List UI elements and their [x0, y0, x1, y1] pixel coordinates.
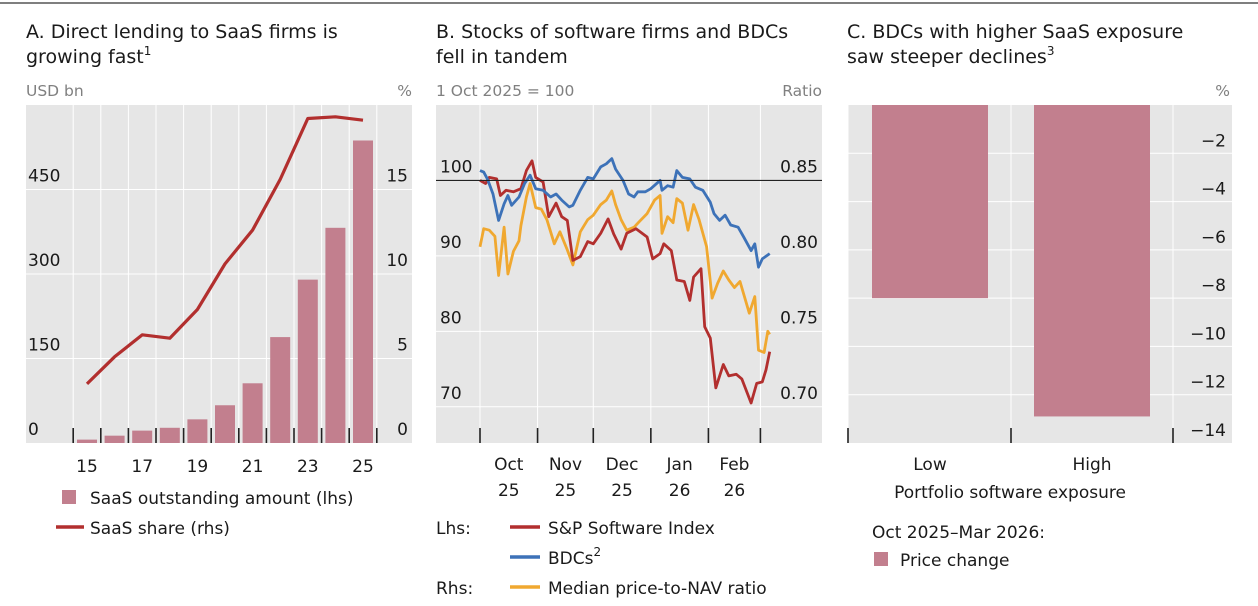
- panel-a-unit-left: USD bn: [26, 82, 84, 100]
- plot-area: [436, 105, 822, 443]
- legend-label-software-index: S&P Software Index: [548, 519, 715, 539]
- bar-saas-amount: [132, 430, 153, 443]
- y-tick-label-left: 0: [28, 420, 39, 440]
- line-bdcs: [479, 157, 771, 269]
- bar-saas-amount: [77, 439, 97, 443]
- y-tick-label-left: 450: [28, 167, 60, 187]
- y-tick-label-left: 300: [28, 251, 60, 271]
- panel-c-title-line2: saw steeper declines3: [847, 44, 1054, 68]
- y-tick-label-right: 0.70: [780, 384, 818, 404]
- panel-b-chart: 70 80 90 100 0.70 0.75 0.80 0.85 Oct 25 Nov 25 Dec 25…: [436, 105, 822, 501]
- panel-a-title-line1: A. Direct lending to SaaS firms is: [26, 21, 338, 43]
- bar-saas-amount: [104, 435, 125, 443]
- panel-c-xlabel: Portfolio software exposure: [894, 483, 1126, 503]
- legend-lhs-label: Lhs:: [436, 519, 471, 539]
- x-tick-label-year: 25: [555, 481, 577, 501]
- bar-saas-amount: [325, 227, 346, 443]
- y-tick-label-right: −4: [1201, 180, 1226, 200]
- panel-b-title-line2: fell in tandem: [436, 46, 568, 68]
- x-tick-label: 21: [242, 457, 264, 477]
- panel-a-chart: 0 150 300 450 0 5 10 15 15 17 19 21 23 25: [26, 105, 412, 477]
- x-tick-label-year: 26: [669, 481, 691, 501]
- legend-label-saas-amount: SaaS outstanding amount (lhs): [90, 489, 353, 509]
- y-tick-label-right: 0: [397, 420, 408, 440]
- panel-b-title-line1: B. Stocks of software firms and BDCs: [436, 21, 788, 43]
- x-tick-label-year: 26: [724, 481, 746, 501]
- footnote-2: 2: [593, 545, 601, 559]
- y-tick-label-right: 10: [386, 251, 408, 271]
- footnote-1: 1: [144, 44, 152, 58]
- panel-b-unit-right: Ratio: [782, 82, 822, 100]
- y-tick-label-right: −12: [1190, 373, 1226, 393]
- y-tick-label-right: 0.80: [780, 233, 818, 253]
- legend-label-nav-ratio: Median price-to-NAV ratio: [548, 579, 767, 599]
- legend-label-bdcs: BDCs2: [548, 545, 601, 569]
- y-tick-label-right: 5: [397, 336, 408, 356]
- bar-saas-amount: [242, 383, 263, 443]
- panel-a-title-line2: growing fast1: [26, 44, 151, 68]
- bar-price-change-low: [872, 105, 988, 299]
- y-tick-label-right: 0.75: [780, 308, 818, 328]
- x-tick-label-year: 25: [498, 481, 520, 501]
- bar-saas-amount: [215, 405, 235, 443]
- x-tick-label-month: Jan: [666, 455, 693, 475]
- panel-c-unit-right: %: [1215, 82, 1230, 100]
- x-tick-label: 17: [131, 457, 153, 477]
- x-tick-label-month: Oct: [494, 455, 524, 475]
- panel-c-legend-title: Oct 2025–Mar 2026:: [872, 523, 1045, 543]
- y-tick-label-right: −6: [1201, 228, 1226, 248]
- x-tick-label: 25: [352, 457, 374, 477]
- bar-price-change-high: [1034, 105, 1150, 417]
- legend-rhs-label: Rhs:: [436, 579, 473, 599]
- y-tick-label-left: 80: [440, 308, 462, 328]
- x-tick-label: 23: [297, 457, 319, 477]
- legend-swatch-price-change: [874, 552, 888, 566]
- x-tick-label: 19: [187, 457, 209, 477]
- line-nav-ratio: [478, 182, 771, 354]
- bar-saas-amount: [297, 279, 318, 443]
- y-tick-label-left: 100: [440, 157, 472, 177]
- x-tick-label-month: Nov: [549, 455, 582, 475]
- y-tick-label-right: −10: [1190, 324, 1226, 344]
- legend-label-saas-share: SaaS share (rhs): [90, 519, 230, 539]
- y-tick-label-right: −8: [1201, 276, 1226, 296]
- panel-b-unit-left: 1 Oct 2025 = 100: [436, 82, 574, 100]
- legend-label-price-change: Price change: [900, 551, 1009, 571]
- y-tick-label-left: 70: [440, 384, 462, 404]
- y-tick-label-right: −2: [1201, 131, 1226, 151]
- legend-swatch-saas-amount: [62, 490, 76, 504]
- bar-saas-amount: [353, 140, 373, 444]
- x-tick-label: 15: [76, 457, 98, 477]
- x-tick-label: High: [1072, 455, 1111, 475]
- x-tick-label-year: 25: [611, 481, 633, 501]
- y-tick-label-right: 15: [386, 167, 408, 187]
- x-tick-label-month: Feb: [719, 455, 749, 475]
- panel-c-chart: −2 −4 −6 −8 −10 −12 −14 Low High: [847, 105, 1232, 475]
- bar-saas-amount: [270, 337, 291, 443]
- bar-saas-amount: [187, 419, 208, 443]
- x-tick-label: Low: [913, 455, 947, 475]
- x-tick-label-month: Dec: [606, 455, 639, 475]
- y-tick-label-right: −14: [1190, 421, 1226, 441]
- y-tick-label-right: 0.85: [780, 157, 818, 177]
- panel-c-title-line1: C. BDCs with higher SaaS exposure: [847, 21, 1183, 43]
- line-software-index: [479, 159, 772, 405]
- y-tick-label-left: 90: [440, 233, 462, 253]
- line-saas-share: [85, 115, 364, 385]
- footnote-3: 3: [1047, 44, 1055, 58]
- y-tick-label-left: 150: [28, 336, 60, 356]
- bar-saas-amount: [159, 427, 180, 443]
- panel-a-unit-right: %: [397, 82, 412, 100]
